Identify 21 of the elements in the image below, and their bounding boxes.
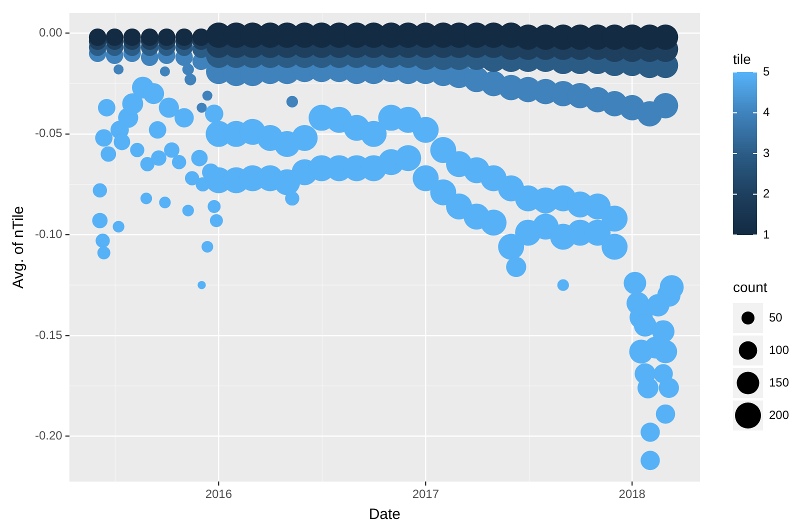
legend-label: 150: [769, 375, 790, 390]
x-tick-label: 2018: [618, 487, 646, 502]
x-tick-label: 2016: [205, 487, 232, 502]
x-axis-title: Date: [368, 506, 401, 524]
y-tick-label: -0.20: [34, 428, 63, 443]
color-bar-title: tile: [733, 51, 752, 67]
y-tick-label: -0.05: [34, 126, 63, 140]
x-tick-label: 2017: [412, 487, 440, 502]
legend-label: 200: [769, 408, 790, 422]
color-bar-label: 5: [763, 64, 770, 78]
legend-label: 100: [769, 342, 790, 357]
legend-title: count: [733, 279, 768, 295]
y-tick-label: -0.15: [34, 328, 63, 342]
color-bar-label: 1: [763, 227, 770, 242]
y-tick-label: 0.00: [38, 25, 63, 40]
color-bar-label: 3: [763, 146, 770, 160]
y-tick-label: -0.10: [34, 227, 63, 242]
color-bar-label: 2: [763, 186, 770, 201]
color-bar-label: 4: [763, 105, 770, 120]
legend-label: 50: [769, 310, 783, 324]
y-axis-title: Avg. of nTile: [10, 206, 28, 289]
